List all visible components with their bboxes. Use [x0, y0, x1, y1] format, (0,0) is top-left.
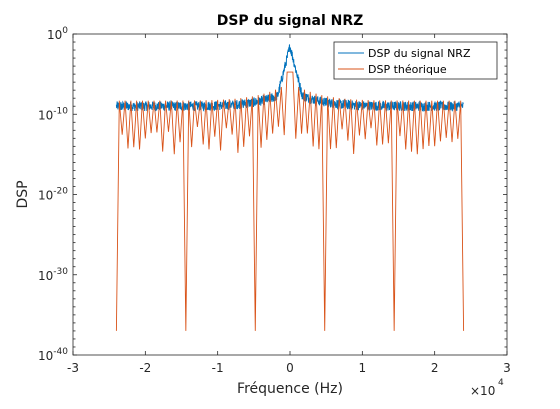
chart-title: DSP du signal NRZ	[217, 13, 364, 29]
y-tick-exponent: -20	[53, 187, 68, 197]
x-tick-label: 2	[431, 361, 439, 375]
y-axis-label: DSP	[15, 180, 31, 208]
y-tick-base: 10	[38, 269, 53, 283]
series-layer	[115, 44, 465, 331]
series-line-dsp-signal	[115, 44, 464, 112]
y-tick-label: 10-10	[38, 106, 68, 122]
x-tick-label: -2	[139, 361, 151, 375]
y-tick-base: 10	[38, 349, 53, 363]
y-tick-exponent: -40	[53, 347, 68, 357]
y-tick-base: 10	[38, 189, 53, 203]
x-multiplier-base: ×10	[470, 384, 495, 398]
x-multiplier-exponent: 4	[498, 378, 504, 388]
x-axis-multiplier: ×10 4	[470, 378, 504, 398]
y-tick-label: 100	[47, 26, 68, 42]
y-tick-label: 10-20	[38, 187, 68, 203]
y-tick-exponent: -30	[53, 267, 68, 277]
y-tick-base: 10	[47, 28, 62, 42]
y-tick-exponent: 0	[62, 26, 68, 36]
series-line-dsp-theorique	[115, 71, 465, 331]
x-tick-label: -1	[212, 361, 224, 375]
y-tick-exponent: -10	[53, 106, 68, 116]
legend-label-dsp-theorique: DSP théorique	[368, 63, 447, 76]
plot-area	[73, 34, 507, 355]
y-tick-label: 10-30	[38, 267, 68, 283]
y-tick-label: 10-40	[38, 347, 68, 363]
x-tick-label: 3	[503, 361, 511, 375]
x-axis-label: Fréquence (Hz)	[237, 381, 343, 397]
x-tick-label: -3	[67, 361, 79, 375]
legend: DSP du signal NRZ DSP théorique	[333, 41, 498, 80]
legend-label-dsp-signal: DSP du signal NRZ	[368, 47, 471, 60]
x-tick-label: 1	[359, 361, 367, 375]
x-tick-label: 0	[286, 361, 294, 375]
y-tick-base: 10	[38, 108, 53, 122]
legend-box	[333, 41, 498, 80]
